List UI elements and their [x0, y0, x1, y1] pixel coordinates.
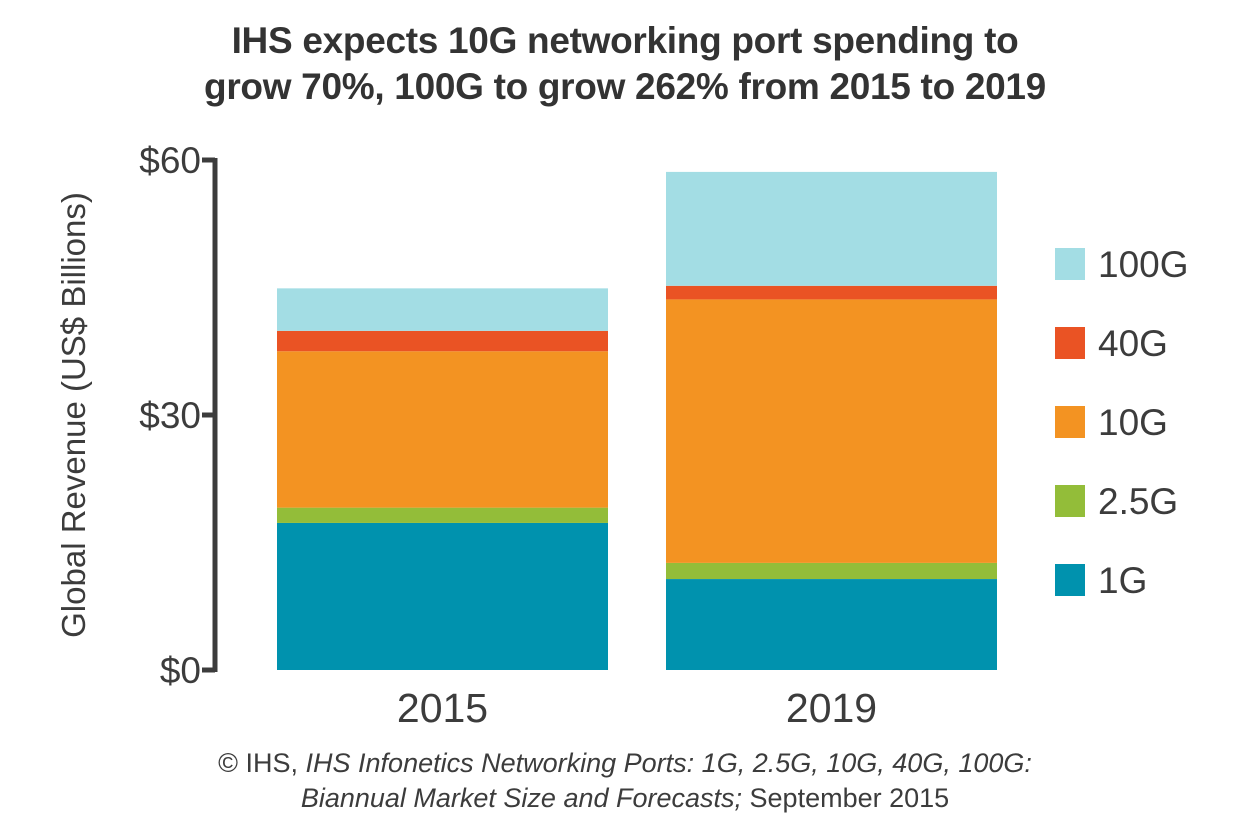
y-axis: $0 $30 $60 [139, 140, 218, 691]
bar-segment-2019-10G [666, 299, 997, 563]
chart-title-line-1: IHS expects 10G networking port spending… [231, 20, 1019, 61]
bars [277, 171, 997, 670]
report-title: IHS Infonetics Networking Ports: 1G, 2.5… [305, 748, 1032, 778]
bar-segment-2019-40G [666, 285, 997, 300]
legend-swatch [1055, 248, 1085, 280]
y-tick-label: $0 [160, 650, 201, 691]
legend-swatch [1055, 327, 1085, 359]
bar-segment-2015-40G [277, 330, 608, 352]
legend-swatch [1055, 564, 1085, 596]
x-tick-labels: 2015 2019 [397, 685, 877, 731]
bar-segment-2019-1G [666, 579, 997, 670]
chart-title-line-2: grow 70%, 100G to grow 262% from 2015 to… [204, 66, 1046, 107]
chart-title: IHS expects 10G networking port spending… [0, 18, 1250, 110]
x-tick-label: 2015 [397, 685, 488, 731]
legend-label: 1G [1098, 560, 1147, 601]
legend-label: 10G [1098, 402, 1168, 443]
bar-segment-2015-10G [277, 351, 608, 508]
footer-line-2: Biannual Market Size and Forecasts; Sept… [0, 781, 1250, 816]
x-tick-label: 2019 [786, 685, 877, 731]
legend: 100G 40G 10G 2.5G 1G [1055, 244, 1189, 601]
y-axis-label: Global Revenue (US$ Billions) [55, 192, 92, 638]
report-date: September 2015 [742, 783, 950, 813]
bar-segment-2015-1G [277, 522, 608, 670]
bar-segment-2019-2_5G [666, 562, 997, 580]
legend-swatch [1055, 485, 1085, 517]
y-tick-label: $60 [139, 140, 201, 181]
copyright-text: © IHS, [218, 748, 306, 778]
legend-label: 40G [1098, 323, 1168, 364]
legend-label: 2.5G [1098, 481, 1178, 522]
bar-segment-2015-100G [277, 288, 608, 331]
bar-segment-2015-2_5G [277, 507, 608, 523]
bar-segment-2019-100G [666, 171, 997, 286]
legend-swatch [1055, 406, 1085, 438]
report-subtitle: Biannual Market Size and Forecasts; [300, 783, 743, 813]
legend-label: 100G [1098, 244, 1189, 285]
y-tick-label: $30 [139, 395, 201, 436]
footer-line-1: © IHS, IHS Infonetics Networking Ports: … [0, 746, 1250, 781]
y-axis-label-group: Global Revenue (US$ Billions) [55, 192, 92, 638]
source-footer: © IHS, IHS Infonetics Networking Ports: … [0, 746, 1250, 816]
